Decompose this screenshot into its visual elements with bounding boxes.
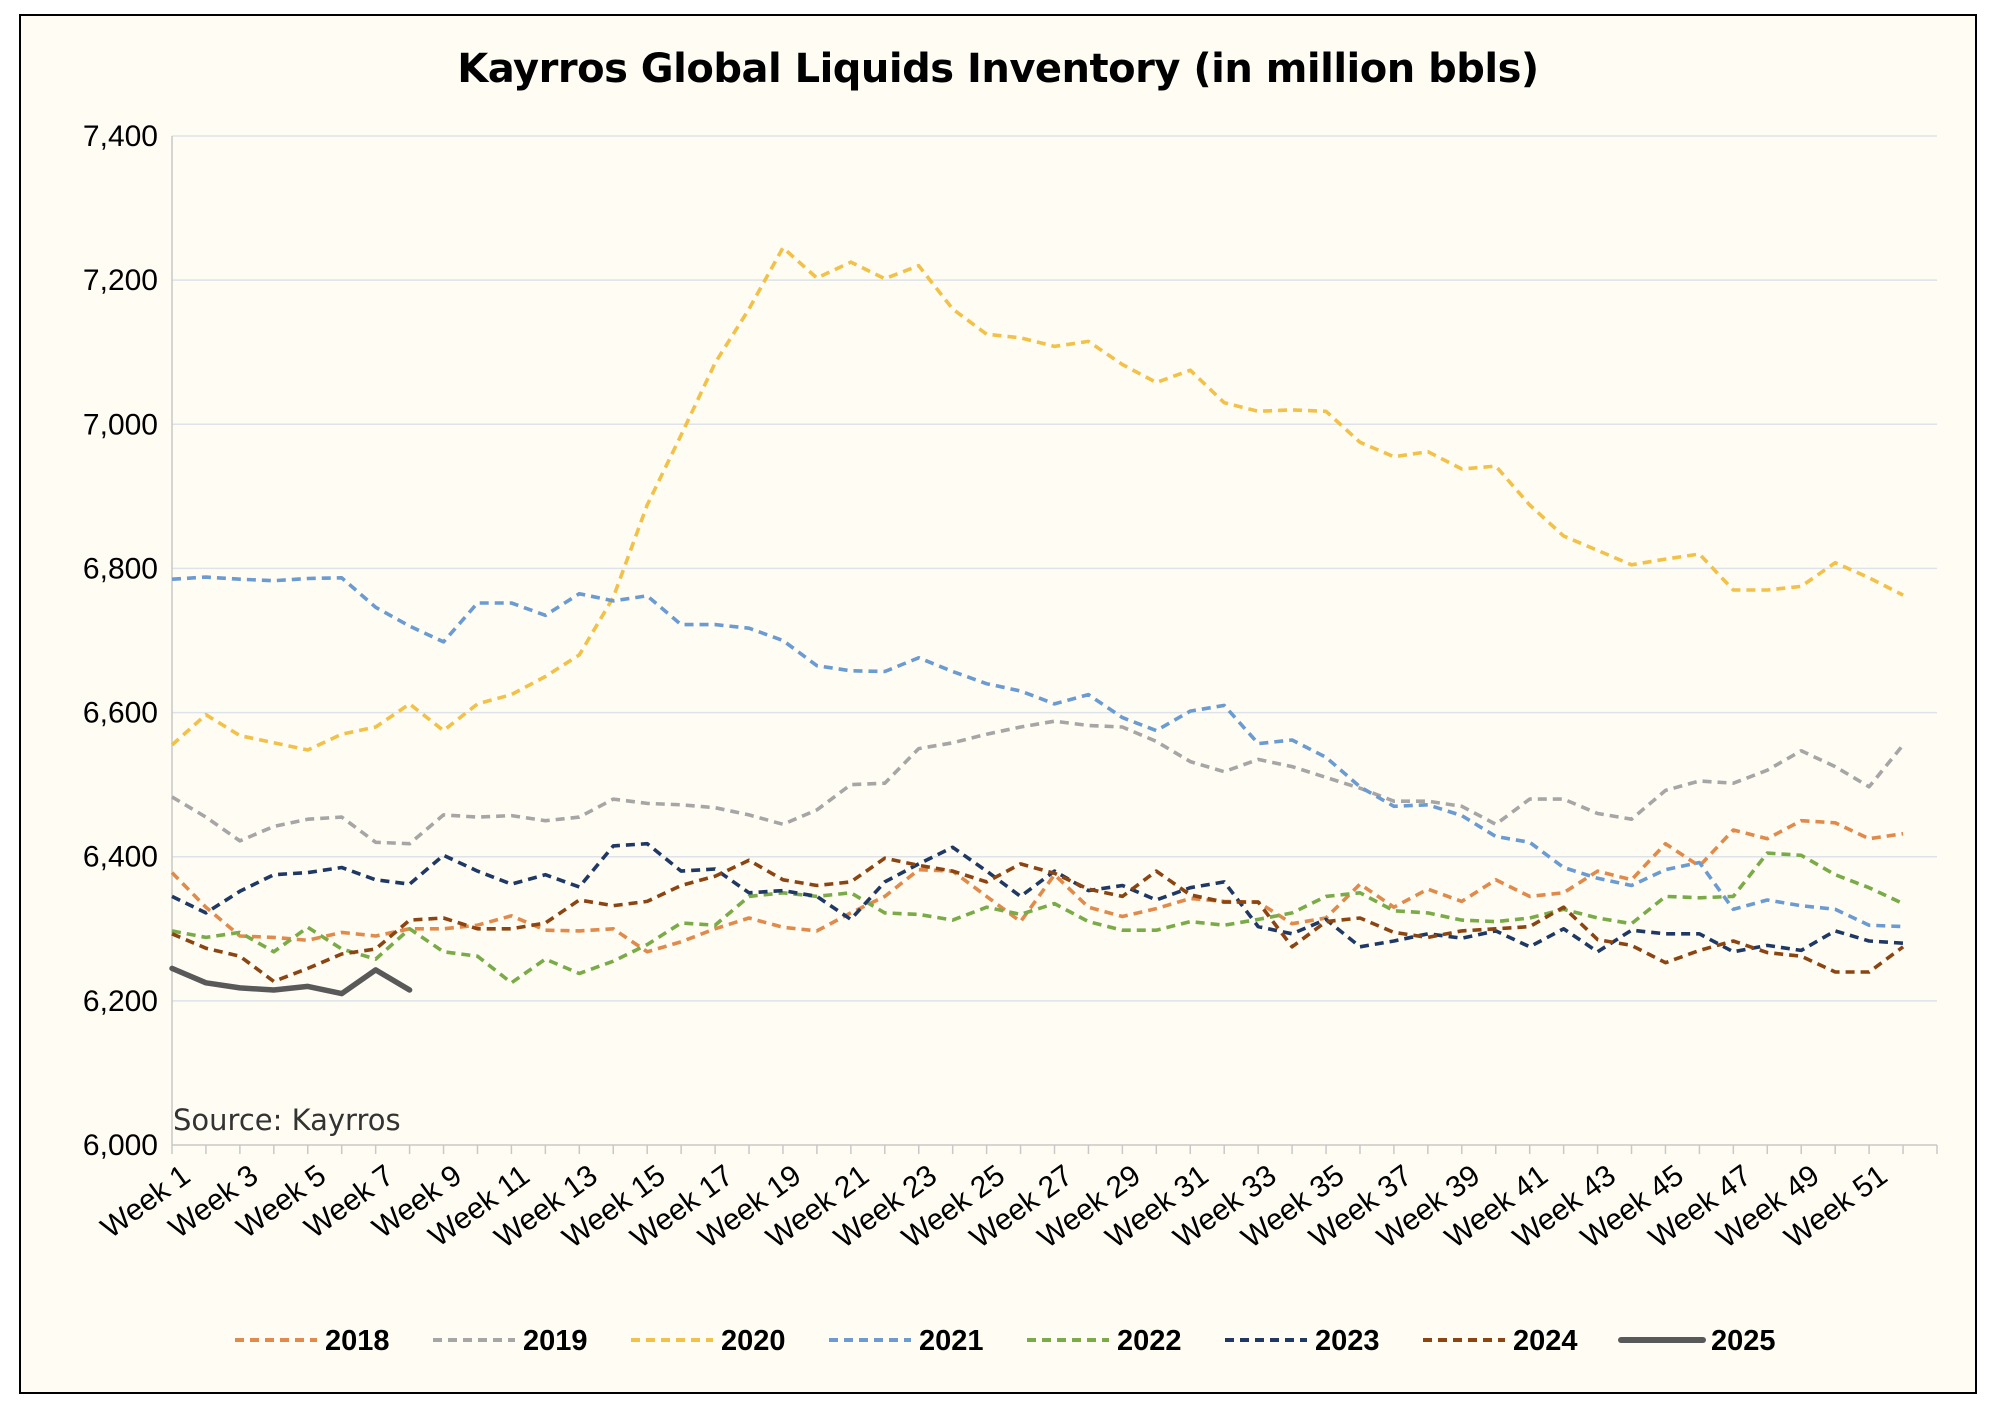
legend-label-2025: 2025	[1711, 1325, 1776, 1357]
series-line-2025	[169, 965, 413, 997]
y-tick-label: 6,000	[83, 1129, 158, 1162]
series-line-2021	[171, 575, 1904, 929]
legend-label-2020: 2020	[721, 1325, 786, 1357]
series-line-2023	[171, 841, 1904, 954]
legend-label-2024: 2024	[1513, 1325, 1578, 1357]
series-line-2024	[171, 856, 1905, 984]
y-tick-label: 7,200	[83, 264, 158, 297]
legend-label-2023: 2023	[1315, 1325, 1380, 1357]
chart-frame: Kayrros Global Liquids Inventory (in mil…	[19, 14, 1977, 1394]
legend-label-2021: 2021	[919, 1325, 984, 1357]
y-tick-label: 6,800	[83, 552, 158, 585]
legend-label-2018: 2018	[325, 1325, 390, 1357]
axes	[171, 136, 1938, 1154]
series-line-2020	[170, 245, 1904, 752]
source-label: Source: Kayrros	[173, 1103, 401, 1137]
legend-label-2019: 2019	[523, 1325, 588, 1357]
legend-label-2022: 2022	[1117, 1325, 1182, 1357]
legend: 2018 2019 2020 2021 2022 2023 2024 2025	[235, 1325, 1776, 1357]
y-tick-label: 7,000	[83, 408, 158, 441]
y-tick-label: 6,600	[83, 697, 158, 730]
y-tick-label: 6,200	[83, 985, 158, 1018]
y-tick-label: 6,400	[83, 841, 158, 874]
grid-lines	[172, 135, 1937, 1002]
series-line-2018	[170, 818, 1904, 954]
series-lines	[169, 245, 1905, 997]
y-tick-label: 7,400	[83, 120, 158, 153]
chart-title: Kayrros Global Liquids Inventory (in mil…	[457, 46, 1539, 92]
y-axis-tick-labels: 6,000 6,200 6,400 6,600 6,800 7,000 7,200 7,400	[83, 120, 158, 1162]
series-line-2019	[171, 719, 1905, 846]
